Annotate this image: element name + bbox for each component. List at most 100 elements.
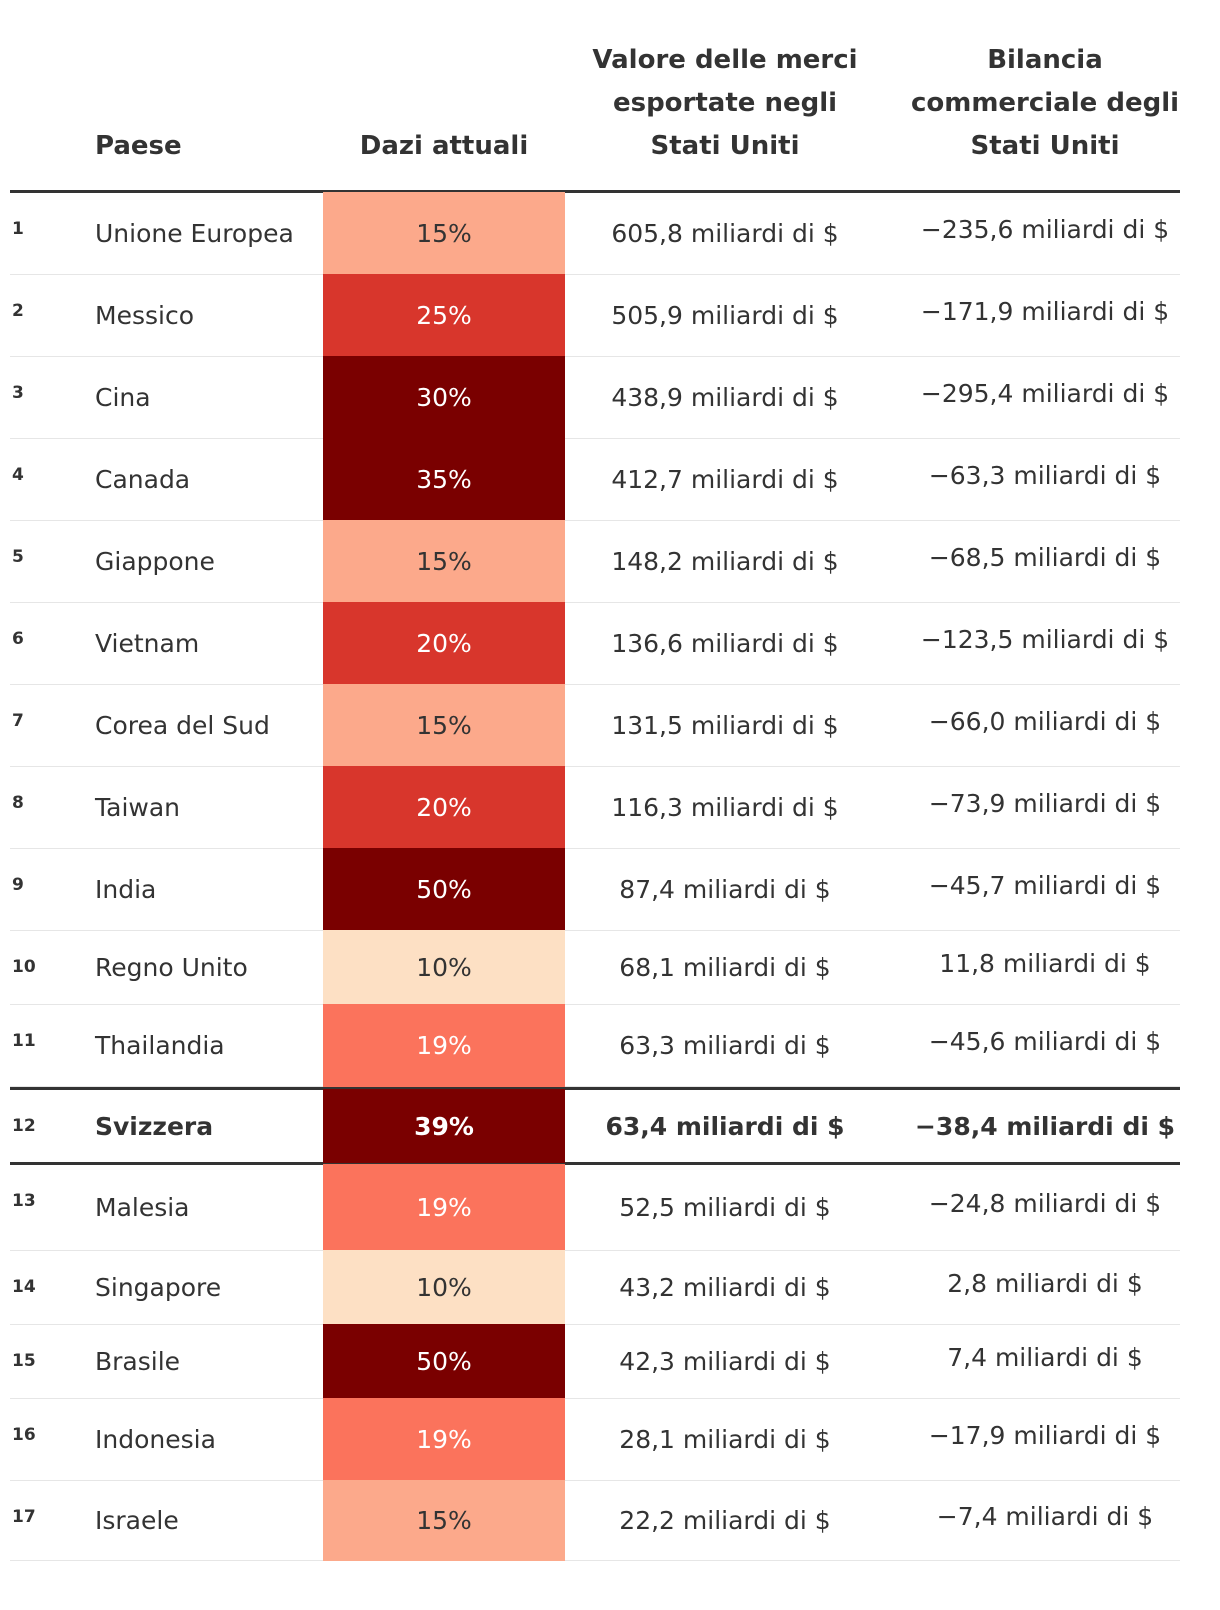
row-balance: −295,4 miliardi di $ <box>920 379 1170 408</box>
table-row: 10 Regno Unito 10% 68,1 miliardi di $ 11,8 m… <box>10 930 1180 1005</box>
row-rank: 5 <box>12 547 24 567</box>
row-balance: −63,3 miliardi di $ <box>928 461 1162 490</box>
header-tariff: Dazi attuali <box>359 131 529 161</box>
row-rank: 14 <box>12 1277 36 1297</box>
table-row: 5 Giappone 15% 148,2 miliardi di $ −68,5 mil… <box>10 520 1180 603</box>
row-tariff-cell: 20% <box>323 766 565 849</box>
row-rank: 9 <box>12 875 24 895</box>
row-country: Vietnam <box>95 629 200 658</box>
row-balance: −123,5 miliardi di $ <box>920 625 1170 654</box>
row-country: Unione Europea <box>95 219 294 248</box>
row-exports: 42,3 miliardi di $ <box>619 1347 831 1376</box>
row-rank: 16 <box>12 1425 36 1445</box>
table-row: 3 Cina 30% 438,9 miliardi di $ −295,4 miliar… <box>10 356 1180 439</box>
row-country: Taiwan <box>95 793 181 822</box>
row-exports: 22,2 miliardi di $ <box>619 1506 831 1535</box>
row-exports: 605,8 miliardi di $ <box>611 219 839 248</box>
row-balance: 2,8 miliardi di $ <box>947 1269 1143 1298</box>
row-tariff-cell: 15% <box>323 684 565 767</box>
row-rank: 3 <box>12 383 24 403</box>
row-tariff-cell: 25% <box>323 274 565 357</box>
row-country: Brasile <box>95 1347 181 1376</box>
row-country: Giappone <box>95 547 215 576</box>
row-balance: −7,4 miliardi di $ <box>936 1502 1154 1531</box>
row-tariff-cell: 30% <box>323 356 565 439</box>
row-exports: 63,4 miliardi di $ <box>605 1111 845 1141</box>
row-rank: 13 <box>12 1191 36 1211</box>
row-country: Thailandia <box>95 1031 225 1060</box>
row-tariff-cell: 10% <box>323 930 565 1005</box>
row-rank: 12 <box>12 1116 36 1136</box>
row-tariff-cell: 50% <box>323 1324 565 1399</box>
row-exports: 87,4 miliardi di $ <box>619 875 831 904</box>
row-country: Malesia <box>95 1193 190 1222</box>
row-balance: −73,9 miliardi di $ <box>928 789 1162 818</box>
row-country: Svizzera <box>95 1111 214 1141</box>
row-balance: −171,9 miliardi di $ <box>920 297 1170 326</box>
row-tariff-cell: 50% <box>323 848 565 931</box>
row-exports: 116,3 miliardi di $ <box>611 793 839 822</box>
header-exports: Valore delle merci esportate negli Stati… <box>592 45 858 161</box>
row-country: Regno Unito <box>95 953 248 982</box>
header-balance: Bilancia commerciale degli Stati Uniti <box>910 45 1180 161</box>
row-tariff-cell: 15% <box>323 1480 565 1561</box>
row-balance: −38,4 miliardi di $ <box>914 1111 1176 1141</box>
row-exports: 505,9 miliardi di $ <box>611 301 839 330</box>
row-exports: 28,1 miliardi di $ <box>619 1425 831 1454</box>
row-exports: 52,5 miliardi di $ <box>619 1193 831 1222</box>
table-row: 12 Svizzera 39% 63,4 miliardi di $ −38,4 mil… <box>10 1087 1180 1165</box>
row-balance: −45,7 miliardi di $ <box>928 871 1162 900</box>
table-row: 17 Israele 15% 22,2 miliardi di $ −7,4 milia… <box>10 1480 1180 1561</box>
row-tariff-cell: 10% <box>323 1250 565 1325</box>
row-exports: 148,2 miliardi di $ <box>611 547 839 576</box>
table-row: 4 Canada 35% 412,7 miliardi di $ −63,3 milia… <box>10 438 1180 521</box>
row-balance: −24,8 miliardi di $ <box>928 1189 1162 1218</box>
row-tariff-cell: 19% <box>323 1164 565 1251</box>
row-rank: 15 <box>12 1351 36 1371</box>
row-exports: 43,2 miliardi di $ <box>619 1273 831 1302</box>
row-country: Canada <box>95 465 191 494</box>
row-country: Singapore <box>95 1273 222 1302</box>
row-exports: 412,7 miliardi di $ <box>611 465 839 494</box>
row-rank: 11 <box>12 1031 36 1051</box>
row-balance: −68,5 miliardi di $ <box>928 543 1162 572</box>
row-tariff-cell: 15% <box>323 192 565 275</box>
row-country: Cina <box>95 383 151 412</box>
row-tariff-cell: 20% <box>323 602 565 685</box>
row-country: Messico <box>95 301 194 330</box>
row-balance: −235,6 miliardi di $ <box>920 215 1170 244</box>
row-tariff-cell: 39% <box>323 1089 565 1163</box>
row-rank: 4 <box>12 465 24 485</box>
table-row: 15 Brasile 50% 42,3 miliardi di $ 7,4 miliar… <box>10 1324 1180 1399</box>
table-row: 8 Taiwan 20% 116,3 miliardi di $ −73,9 milia… <box>10 766 1180 849</box>
row-country: Corea del Sud <box>95 711 270 740</box>
row-rank: 1 <box>12 219 24 239</box>
row-country: Indonesia <box>95 1425 216 1454</box>
table-row: 2 Messico 25% 505,9 miliardi di $ −171,9 mil… <box>10 274 1180 357</box>
table-row: 7 Corea del Sud 15% 131,5 miliardi di $ −66,… <box>10 684 1180 767</box>
row-exports: 131,5 miliardi di $ <box>611 711 839 740</box>
row-rank: 8 <box>12 793 24 813</box>
table-row: 14 Singapore 10% 43,2 miliardi di $ 2,8 mili… <box>10 1250 1180 1325</box>
row-tariff-cell: 19% <box>323 1398 565 1481</box>
row-rank: 17 <box>12 1507 36 1527</box>
row-rank: 10 <box>12 957 36 977</box>
row-tariff-cell: 15% <box>323 520 565 603</box>
row-rank: 7 <box>12 711 24 731</box>
table-row: 1 Unione Europea 15% 605,8 miliardi di $ −23… <box>10 192 1180 275</box>
table-row: 11 Thailandia 19% 63,3 miliardi di $ −45,6 m… <box>10 1004 1180 1087</box>
row-balance: 11,8 miliardi di $ <box>939 949 1151 978</box>
header-country: Paese <box>95 131 182 161</box>
row-tariff-cell: 35% <box>323 438 565 521</box>
row-rank: 2 <box>12 301 24 321</box>
row-balance: −17,9 miliardi di $ <box>928 1421 1162 1450</box>
table-header: Paese Dazi attuali Valore delle merci es… <box>10 0 1180 193</box>
row-balance: −66,0 miliardi di $ <box>928 707 1162 736</box>
row-exports: 438,9 miliardi di $ <box>611 383 839 412</box>
row-exports: 68,1 miliardi di $ <box>619 953 831 982</box>
row-balance: 7,4 miliardi di $ <box>947 1343 1143 1372</box>
table-row: 6 Vietnam 20% 136,6 miliardi di $ −123,5 mil… <box>10 602 1180 685</box>
row-rank: 6 <box>12 629 24 649</box>
row-country: Israele <box>95 1506 179 1535</box>
table-row: 13 Malesia 19% 52,5 miliardi di $ −24,8 mili… <box>10 1164 1180 1251</box>
